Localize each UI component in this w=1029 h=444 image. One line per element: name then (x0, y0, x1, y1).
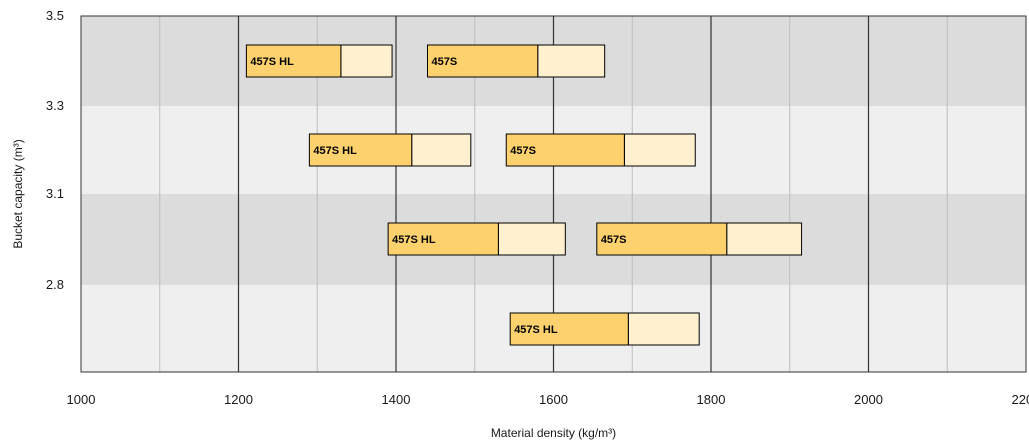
bar-main (387, 222, 499, 256)
x-tick-1800: 1800 (697, 392, 726, 407)
x-tick-labels: 1000 1200 1400 1600 1800 2000 2200 (67, 392, 1029, 407)
bar-label: 457S HL (313, 145, 357, 157)
y-tick-3.5: 3.5 (46, 8, 64, 23)
plot-frame (80, 15, 1027, 373)
bar-extension (411, 133, 472, 167)
bar-3-1: 457S HL (387, 222, 566, 256)
bar-label: 457S HL (250, 56, 294, 68)
bar-2-2: 457S (505, 133, 696, 167)
bar-label: 457S HL (392, 234, 436, 246)
density-bars: 457S HL 457S 457S HL 457S 457S HL 457S 457S HL (245, 44, 803, 346)
bar-label: 457S (510, 145, 536, 157)
bar-label: 457S (432, 56, 458, 68)
y-tick-3.1: 3.1 (46, 186, 64, 201)
y-tick-3.3: 3.3 (46, 98, 64, 113)
x-axis-title: Material density (kg/m³) (491, 426, 616, 440)
y-tick-labels: 3.5 3.3 3.1 2.8 (46, 8, 64, 292)
bar-extension (726, 222, 803, 256)
bar-extension (537, 44, 606, 78)
bar-main (427, 44, 539, 78)
bar-extension (627, 312, 700, 346)
bar-extension (340, 44, 393, 78)
bar-label: 457S HL (514, 324, 558, 336)
y-axis-title: Bucket capacity (m³) (11, 139, 25, 248)
bar-main (596, 222, 728, 256)
bar-extension (497, 222, 566, 256)
bar-main (245, 44, 342, 78)
bar-main (509, 312, 629, 346)
bar-1-1: 457S HL (245, 44, 393, 78)
bar-4-1: 457S HL (509, 312, 700, 346)
x-tick-1200: 1200 (224, 392, 253, 407)
x-tick-2200: 2200 (1012, 392, 1029, 407)
bar-2-1: 457S HL (308, 133, 472, 167)
x-tick-1400: 1400 (382, 392, 411, 407)
x-tick-2000: 2000 (854, 392, 883, 407)
bar-1-2: 457S (427, 44, 606, 78)
x-tick-1000: 1000 (67, 392, 96, 407)
bar-extension (623, 133, 696, 167)
bar-label: 457S (601, 234, 627, 246)
x-tick-1600: 1600 (539, 392, 568, 407)
bar-3-2: 457S (596, 222, 803, 256)
y-tick-2.8: 2.8 (46, 277, 64, 292)
bar-main (308, 133, 413, 167)
grid-lines (159, 16, 948, 372)
bar-main (505, 133, 625, 167)
